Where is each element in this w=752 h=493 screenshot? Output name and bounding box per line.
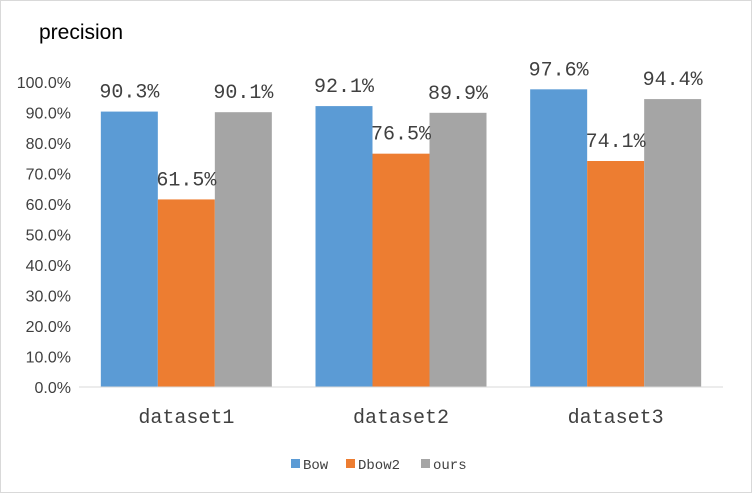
legend-label-ours: ours bbox=[433, 458, 467, 474]
bars-group bbox=[100, 89, 702, 388]
data-labels-group: 90.3% 61.5% 90.1% 92.1% 76.5% 89.9% 97.6% 74.1%… bbox=[99, 59, 703, 192]
bar-dbow2-dataset1 bbox=[157, 199, 215, 387]
y-tick-label: 70.0% bbox=[26, 167, 71, 184]
bar-dbow2-dataset2 bbox=[372, 153, 430, 387]
data-label: 94.4% bbox=[643, 69, 704, 92]
x-axis-categories: dataset1 dataset2 dataset3 bbox=[138, 407, 663, 430]
y-tick-label: 60.0% bbox=[26, 197, 71, 214]
bar-bow-dataset1 bbox=[100, 111, 158, 388]
y-tick-label: 50.0% bbox=[26, 228, 71, 245]
bar-bow-dataset3 bbox=[530, 89, 588, 387]
data-label: 90.1% bbox=[213, 82, 274, 105]
x-category-label: dataset2 bbox=[353, 407, 449, 430]
data-label: 90.3% bbox=[99, 82, 160, 105]
chart-title: precision bbox=[39, 21, 123, 44]
x-category-label: dataset3 bbox=[568, 407, 664, 430]
data-label: 76.5% bbox=[371, 124, 432, 147]
y-tick-label: 10.0% bbox=[26, 350, 71, 367]
data-label: 89.9% bbox=[428, 83, 489, 106]
bar-ours-dataset1 bbox=[214, 112, 272, 387]
y-tick-label: 80.0% bbox=[26, 136, 71, 153]
y-axis-ticks: 0.0% 10.0% 20.0% 30.0% 40.0% 50.0% 60.0% 70.0% 8… bbox=[17, 75, 71, 397]
data-label: 74.1% bbox=[586, 131, 647, 154]
data-label: 92.1% bbox=[314, 76, 375, 99]
legend-label-bow: Bow bbox=[303, 458, 329, 474]
y-tick-label: 0.0% bbox=[35, 380, 71, 397]
y-tick-label: 20.0% bbox=[26, 319, 71, 336]
bar-bow-dataset2 bbox=[315, 106, 373, 387]
legend-swatch-dbow2 bbox=[346, 459, 355, 468]
x-category-label: dataset1 bbox=[138, 407, 234, 430]
y-tick-label: 40.0% bbox=[26, 258, 71, 275]
data-label: 61.5% bbox=[156, 169, 217, 192]
y-tick-label: 30.0% bbox=[26, 289, 71, 306]
legend-label-dbow2: Dbow2 bbox=[358, 458, 400, 474]
bar-dbow2-dataset3 bbox=[587, 160, 645, 387]
legend-swatch-bow bbox=[291, 459, 300, 468]
legend: Bow Dbow2 ours bbox=[291, 458, 467, 474]
data-label: 97.6% bbox=[529, 59, 590, 82]
bar-ours-dataset3 bbox=[644, 99, 702, 387]
y-tick-label: 100.0% bbox=[17, 75, 71, 92]
legend-swatch-ours bbox=[421, 459, 430, 468]
y-tick-label: 90.0% bbox=[26, 106, 71, 123]
bar-ours-dataset2 bbox=[429, 112, 487, 388]
